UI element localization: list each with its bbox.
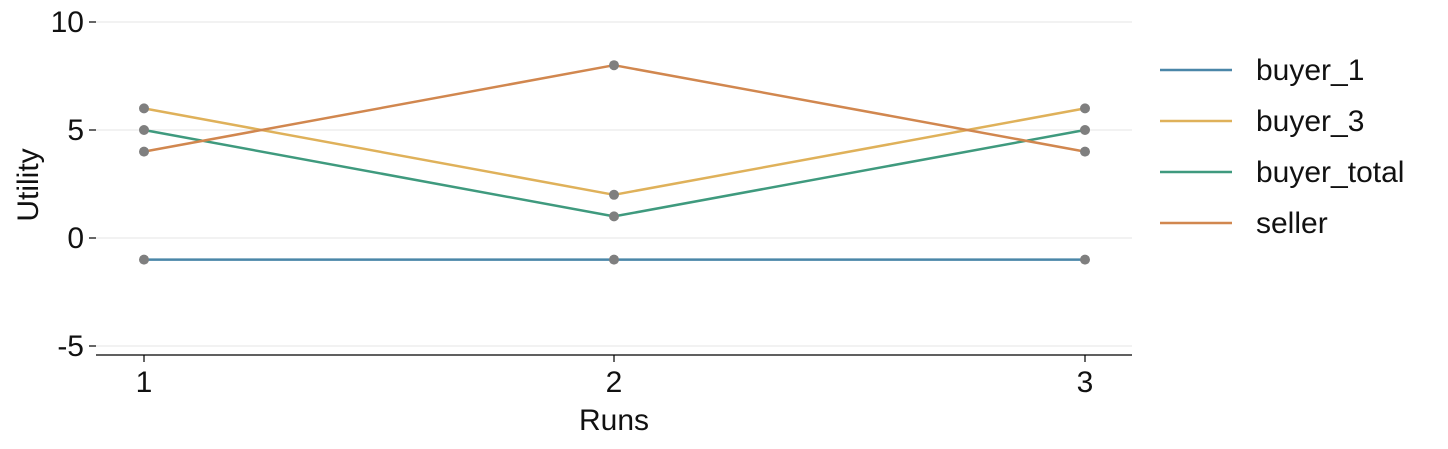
data-point-buyer_3 [1080, 103, 1090, 114]
y-tick-label: 5 [67, 114, 84, 147]
legend-label-buyer_total: buyer_total [1256, 156, 1404, 189]
y-tick-label: 0 [67, 222, 84, 255]
series-lines [143, 63, 1086, 261]
series-line-buyer_total [143, 128, 1086, 218]
data-point-buyer_1 [1080, 254, 1090, 265]
data-point-buyer_3 [139, 103, 149, 114]
x-axis-title: Runs [579, 404, 649, 437]
legend-label-buyer_3: buyer_3 [1256, 105, 1364, 138]
y-axis-ticks: 10 5 0 -5 [51, 6, 96, 363]
x-tick-label: 3 [1077, 366, 1094, 399]
series-line-buyer_3 [143, 107, 1086, 197]
x-tick-label: 1 [136, 366, 153, 399]
legend-label-buyer_1: buyer_1 [1256, 54, 1364, 87]
data-point-buyer_3 [609, 189, 619, 200]
series-line-seller [143, 63, 1086, 153]
y-axis-title: Utility [12, 148, 45, 221]
x-axis-ticks: 1 2 3 [136, 355, 1094, 399]
data-point-seller [609, 60, 619, 71]
series-markers [139, 60, 1090, 265]
data-point-buyer_total [139, 125, 149, 135]
data-point-seller [1080, 146, 1090, 157]
data-point-buyer_1 [609, 254, 619, 265]
grid-lines [96, 21, 1132, 347]
y-tick-label: -5 [57, 330, 84, 363]
legend-label-seller: seller [1256, 207, 1328, 240]
x-tick-label: 2 [606, 366, 623, 399]
data-point-buyer_total [1080, 125, 1090, 135]
data-point-buyer_1 [139, 254, 149, 265]
y-tick-label: 10 [51, 6, 84, 39]
data-point-seller [139, 146, 149, 157]
data-point-buyer_total [609, 211, 619, 222]
